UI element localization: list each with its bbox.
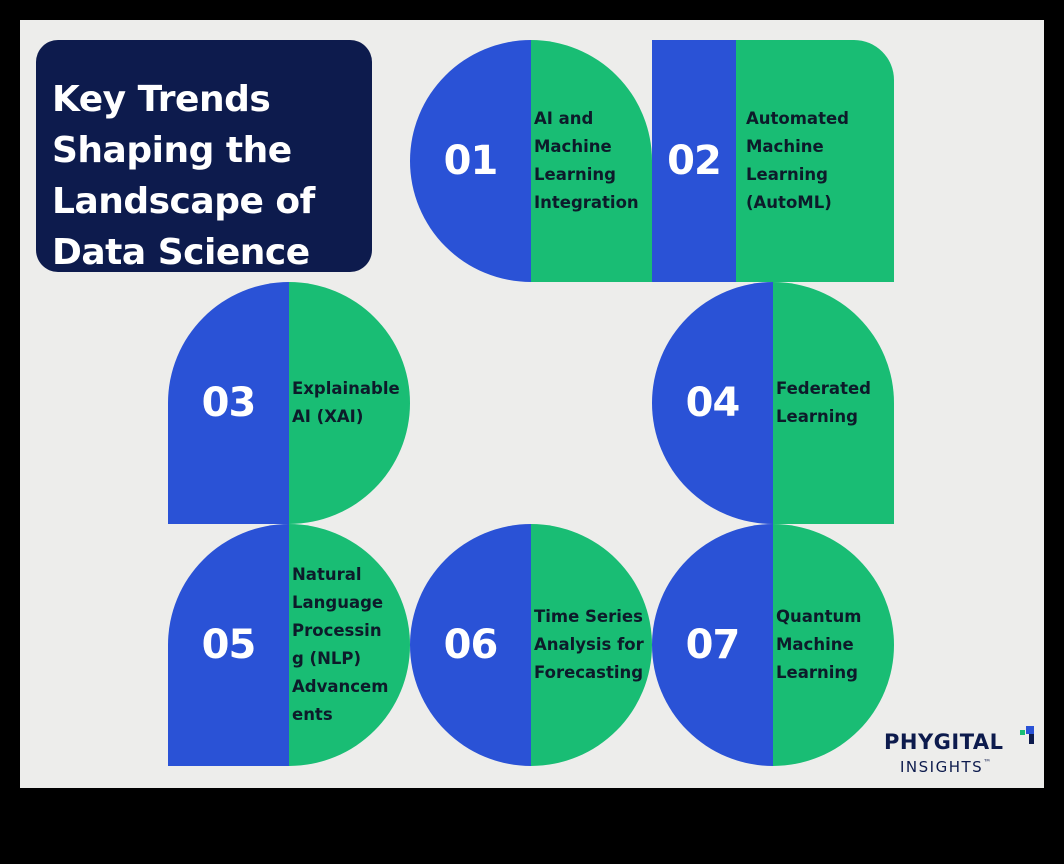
trend-number: 01 bbox=[443, 138, 499, 184]
trend-label: AI and Machine Learning Integration bbox=[534, 109, 639, 212]
logo-wordmark: PHYGITAL bbox=[884, 730, 1004, 754]
logo-mark-icon bbox=[1020, 726, 1034, 744]
trend-tile-06: 06 Time Series Analysis for Forecasting bbox=[410, 524, 652, 766]
trend-number: 06 bbox=[443, 622, 499, 668]
trend-tile-02: 02 Automated Machine Learning (AutoML) bbox=[652, 40, 894, 282]
trend-label: Automated Machine Learning (AutoML) bbox=[746, 109, 849, 212]
trend-tile-07: 07 Quantum Machine Learning bbox=[652, 524, 894, 766]
trend-label: Federated Learning bbox=[776, 379, 871, 426]
trend-label: Explainable AI (XAI) bbox=[292, 379, 400, 426]
title-line: Key Trends bbox=[52, 79, 271, 120]
title-box: Key Trends Shaping the Landscape of Data… bbox=[36, 40, 372, 273]
trend-label: Natural Language Processin g (NLP) Advan… bbox=[292, 565, 389, 724]
trend-number: 07 bbox=[685, 622, 741, 668]
trend-number: 02 bbox=[667, 138, 722, 184]
trend-tile-04: 04 Federated Learning bbox=[652, 282, 894, 524]
infographic-canvas: Key Trends Shaping the Landscape of Data… bbox=[20, 20, 1044, 788]
trend-tile-03: 03 Explainable AI (XAI) bbox=[168, 282, 410, 524]
trend-number: 05 bbox=[201, 622, 257, 668]
title-line: Shaping the bbox=[52, 130, 292, 171]
title-line: Data Science bbox=[52, 232, 310, 273]
title-line: Landscape of bbox=[52, 181, 315, 222]
page-title: Key Trends Shaping the Landscape of Data… bbox=[52, 74, 315, 278]
trend-number: 04 bbox=[685, 380, 741, 426]
trend-label: Quantum Machine Learning bbox=[776, 607, 862, 682]
trend-number: 03 bbox=[201, 380, 257, 426]
logo-subtext: INSIGHTS™ bbox=[900, 758, 993, 776]
phygital-insights-logo: PHYGITAL INSIGHTS™ bbox=[884, 724, 1034, 784]
trend-label: Time Series Analysis for Forecasting bbox=[534, 607, 644, 682]
trend-tile-05: 05 Natural Language Processin g (NLP) Ad… bbox=[168, 524, 410, 766]
trend-tile-01: 01 AI and Machine Learning Integration bbox=[410, 40, 652, 282]
